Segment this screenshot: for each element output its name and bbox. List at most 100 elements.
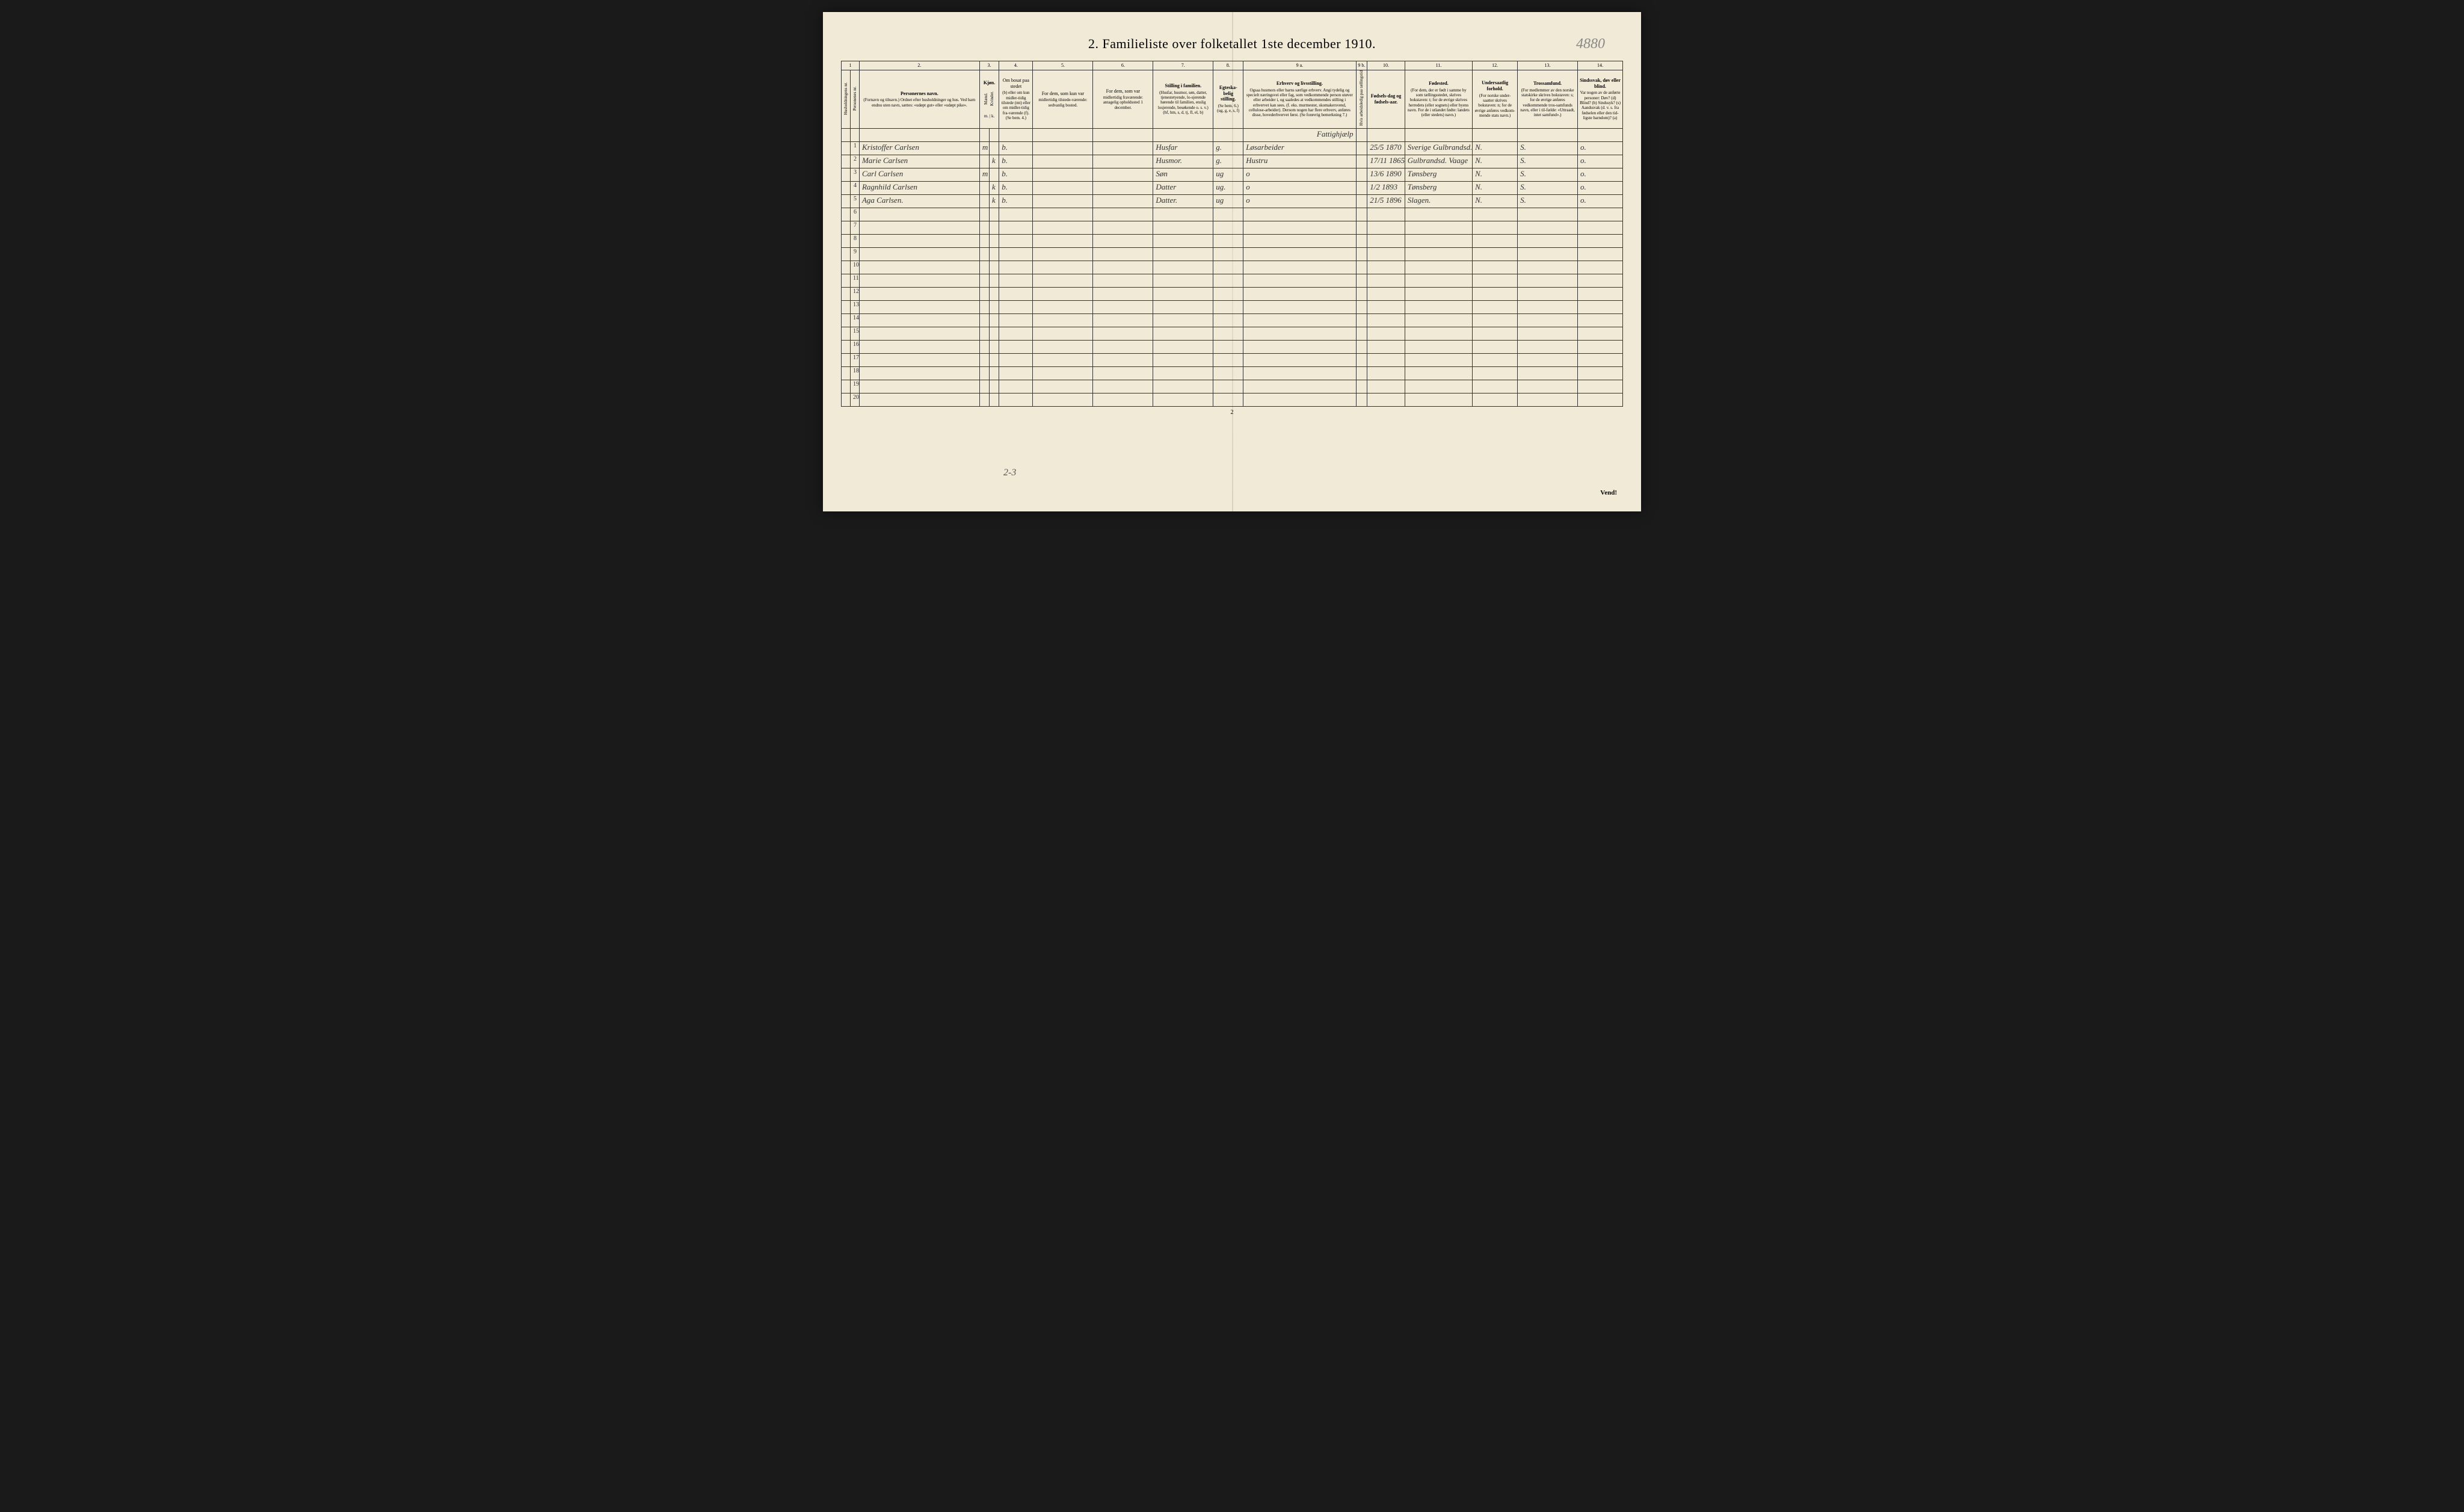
table-cell [1033,354,1093,367]
hdr-8-sub: (Se bem. 6.) (ug, g, e, s, f) [1215,103,1241,114]
table-cell [990,288,999,301]
extra-cell [1213,129,1243,142]
table-cell [1356,301,1367,314]
table-cell [990,235,999,248]
table-cell: Marie Carlsen [859,155,979,168]
vend-text: Vend! [1600,489,1617,496]
hdr-5: For dem, som kun var midlertidig tilsted… [1033,70,1093,129]
table-cell [842,314,851,327]
table-cell: b. [999,168,1033,182]
table-cell [1033,274,1093,288]
table-cell [1518,341,1578,354]
table-cell: 14 [850,314,859,327]
hdr-9a-title: Erhverv og livsstilling. [1277,81,1323,86]
table-cell [842,155,851,168]
table-cell: ug [1213,168,1243,182]
hdr-14-sub: Var nogen av de anførte personer: Døv? (… [1580,90,1621,120]
table-cell [842,221,851,235]
table-cell [1367,261,1405,274]
table-cell [1033,380,1093,393]
colnum-14: 14. [1577,61,1622,70]
table-cell [1033,168,1093,182]
table-cell: 21/5 1896 [1367,195,1405,208]
table-cell [1213,354,1243,367]
hdr-3a: Mænd. [984,87,988,111]
table-cell [1473,235,1518,248]
table-cell [1093,155,1153,168]
table-cell [990,314,999,327]
table-cell [1153,341,1213,354]
hdr-3: Kjøn. Mænd. Kvinder. m. | k. [979,70,999,129]
hdr-4-sub: (b) eller om kun midler-tidig tilstede (… [1001,90,1030,120]
table-cell: o. [1577,182,1622,195]
table-cell [990,208,999,221]
table-cell [1243,235,1356,248]
table-cell [1093,208,1153,221]
table-cell [1405,261,1472,274]
table-cell [1367,354,1405,367]
table-cell [990,367,999,380]
colnum-7: 7. [1153,61,1213,70]
hdr-9b-text: Hvis arbeidsledig paa tællingstidens sæt… [1359,72,1364,126]
table-cell [1356,288,1367,301]
table-cell [1473,261,1518,274]
table-cell [1033,235,1093,248]
table-cell [1405,314,1472,327]
table-cell [1093,367,1153,380]
table-cell [1518,301,1578,314]
extra-cell [1356,129,1367,142]
colnum-10: 10. [1367,61,1405,70]
table-cell: m [979,168,989,182]
hdr-1a-text: Husholdningens nr. [843,72,848,126]
table-cell [1213,341,1243,354]
colnum-4: 4. [999,61,1033,70]
hdr-3-mk: m. | k. [982,114,997,119]
table-cell: o [1243,182,1356,195]
table-cell [999,288,1033,301]
table-cell [979,380,989,393]
table-cell [1405,354,1472,367]
table-cell [1577,341,1622,354]
table-cell [842,195,851,208]
colnum-6: 6. [1093,61,1153,70]
table-cell [990,380,999,393]
table-cell [1093,274,1153,288]
table-cell [1518,274,1578,288]
table-cell [842,367,851,380]
table-cell [1243,221,1356,235]
table-cell [999,208,1033,221]
table-cell: S. [1518,168,1578,182]
extra-cell [1367,129,1405,142]
table-cell: b. [999,195,1033,208]
table-cell [990,261,999,274]
hdr-10: Fødsels-dag og fødsels-aar. [1367,70,1405,129]
table-cell: 15 [850,327,859,341]
hdr-11-title: Fødested. [1429,81,1449,86]
table-cell: Slagen. [1405,195,1472,208]
table-cell: b. [999,142,1033,155]
table-cell: 1/2 1893 [1367,182,1405,195]
colnum-1: 1 [842,61,860,70]
colnum-3: 3. [979,61,999,70]
table-cell: 17 [850,354,859,367]
table-cell [979,195,989,208]
table-cell [1093,314,1153,327]
table-cell [1518,380,1578,393]
table-cell [1213,288,1243,301]
table-cell [859,274,979,288]
table-cell [842,208,851,221]
table-cell [1405,393,1472,407]
colnum-9a: 9 a. [1243,61,1356,70]
table-cell [842,301,851,314]
table-cell [979,354,989,367]
table-cell [990,142,999,155]
table-cell [1213,261,1243,274]
table-cell [1577,367,1622,380]
table-cell [1243,380,1356,393]
table-cell [1356,208,1367,221]
table-cell [1213,208,1243,221]
table-cell: 25/5 1870 [1367,142,1405,155]
hdr-3-sub: Mænd. Kvinder. [982,87,997,112]
table-cell: 18 [850,367,859,380]
table-cell [1153,208,1213,221]
